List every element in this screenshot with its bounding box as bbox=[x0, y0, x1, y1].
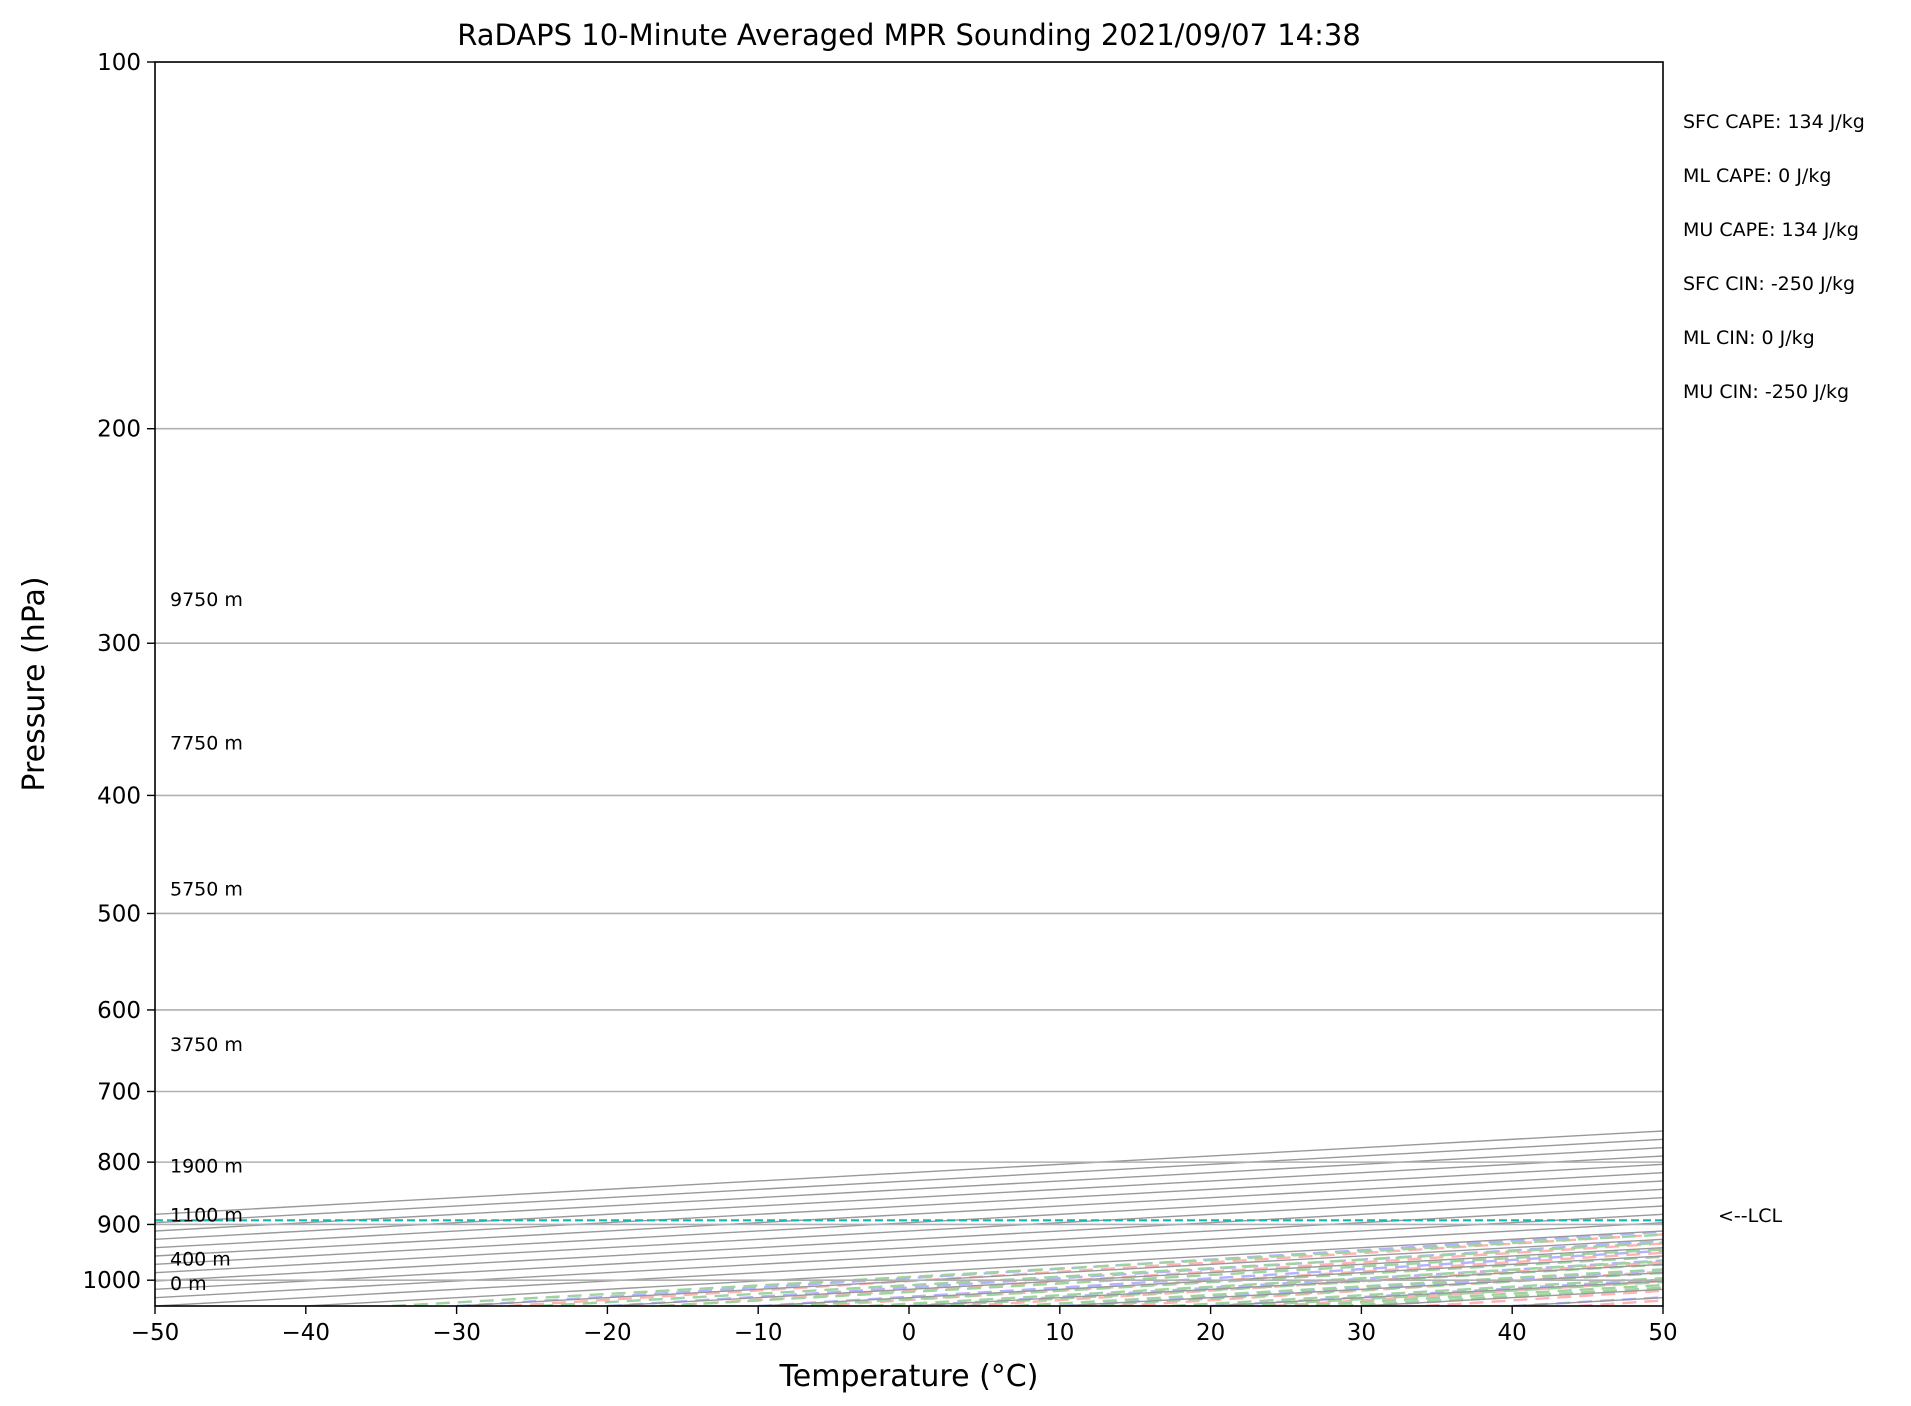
y-tick-label: 100 bbox=[97, 50, 141, 76]
height-label: 400 m bbox=[170, 1249, 231, 1271]
isotherm-line bbox=[155, 1130, 1663, 1216]
x-tick-label: −50 bbox=[131, 1320, 180, 1346]
height-label: 5750 m bbox=[170, 879, 243, 901]
dry-adiabat-line bbox=[1272, 1279, 1663, 1306]
isotherm-line bbox=[1662, 1305, 1663, 1306]
y-axis-ticks: 100 200 300 400 500 600 700 800 900 1000 bbox=[82, 50, 155, 1294]
moist-adiabat-line bbox=[908, 1259, 1663, 1306]
isotherm-line bbox=[155, 1213, 1663, 1299]
y-tick-label: 1000 bbox=[82, 1268, 141, 1294]
stat-mu-cape: MU CAPE: 134 J/kg bbox=[1683, 219, 1859, 241]
dry-adiabat-line bbox=[1731, 62, 1911, 1306]
isotherm-line bbox=[155, 1163, 1663, 1249]
x-tick-label: 30 bbox=[1347, 1320, 1376, 1346]
height-label: 1900 m bbox=[170, 1155, 243, 1177]
isotherm-line bbox=[1059, 1271, 1663, 1306]
y-tick-label: 200 bbox=[97, 417, 141, 443]
isotherm-line bbox=[1210, 1280, 1663, 1306]
dry-adiabat-line bbox=[1578, 1299, 1663, 1306]
mixing-ratio-line bbox=[659, 1248, 1663, 1306]
isotherm-line bbox=[155, 1171, 1663, 1257]
height-label: 9750 m bbox=[170, 589, 243, 611]
stat-ml-cin: ML CIN: 0 J/kg bbox=[1683, 327, 1815, 349]
height-label: 1100 m bbox=[170, 1204, 243, 1226]
mixing-ratio-line bbox=[869, 1260, 1663, 1306]
y-tick-label: 400 bbox=[97, 783, 141, 809]
isotherm-line bbox=[155, 1138, 1663, 1224]
height-label: 3750 m bbox=[170, 1034, 243, 1056]
x-tick-label: −20 bbox=[583, 1320, 632, 1346]
isotherm-line bbox=[155, 1155, 1663, 1241]
dry-adiabat-line bbox=[508, 1233, 1663, 1306]
x-axis-ticks: −50 −40 −30 −20 −10 0 10 20 30 40 50 bbox=[131, 1306, 1678, 1346]
x-tick-label: 20 bbox=[1196, 1320, 1225, 1346]
x-tick-label: −10 bbox=[734, 1320, 783, 1346]
mixing-ratio-line bbox=[391, 1233, 1663, 1306]
stat-sfc-cin: SFC CIN: -250 J/kg bbox=[1683, 273, 1856, 295]
moist-adiabat-line bbox=[1662, 1304, 1663, 1306]
stat-mu-cin: MU CIN: -250 J/kg bbox=[1683, 381, 1850, 403]
x-tick-label: −40 bbox=[282, 1320, 331, 1346]
isotherm-line bbox=[155, 1205, 1663, 1291]
plot-frame bbox=[154, 61, 1664, 1307]
moist-adiabat-line bbox=[1512, 1296, 1663, 1306]
dry-adiabat-line bbox=[1884, 62, 1911, 1306]
y-axis-label: Pressure (hPa) bbox=[17, 576, 52, 791]
y-tick-label: 800 bbox=[97, 1150, 141, 1176]
isotherm-line bbox=[155, 1146, 1663, 1232]
moist-adiabat-line bbox=[1059, 1268, 1663, 1306]
isotherm-line bbox=[305, 1230, 1663, 1306]
dry-adiabat-line bbox=[1119, 1270, 1663, 1306]
moist-adiabat-line bbox=[607, 1239, 1663, 1306]
y-tick-label: 600 bbox=[97, 998, 141, 1024]
isotherm-line bbox=[155, 1188, 1663, 1274]
y-tick-label: 500 bbox=[97, 901, 141, 927]
isotherm-line bbox=[456, 1238, 1663, 1306]
x-tick-label: −30 bbox=[432, 1320, 481, 1346]
stat-sfc-cape: SFC CAPE: 134 J/kg bbox=[1683, 111, 1865, 133]
lcl-label: <--LCL bbox=[1718, 1205, 1783, 1227]
isotherm-line bbox=[1814, 62, 1911, 1306]
x-tick-label: 0 bbox=[902, 1320, 917, 1346]
y-tick-label: 300 bbox=[97, 631, 141, 657]
moist-adiabat-line bbox=[758, 1249, 1663, 1306]
isotherm-line bbox=[758, 1255, 1663, 1306]
y-tick-label: 900 bbox=[97, 1212, 141, 1238]
height-labels: 9750 m 7750 m 5750 m 3750 m 1900 m 1100 m 400 … bbox=[170, 589, 243, 1295]
isotherm-line bbox=[155, 1221, 1663, 1306]
moist-adiabat-line bbox=[1210, 1278, 1663, 1306]
dewpoint-line bbox=[1724, 616, 1911, 1276]
moist-adiabat-line bbox=[1361, 1287, 1663, 1306]
isotherm-line bbox=[1361, 1288, 1663, 1306]
dry-adiabat-line bbox=[660, 1242, 1663, 1306]
height-label: 0 m bbox=[170, 1273, 207, 1295]
moist-adiabat-line bbox=[1814, 62, 1911, 1306]
mixing-ratio-line bbox=[538, 1241, 1663, 1306]
dry-adiabat-line bbox=[966, 1260, 1663, 1306]
isotherm-line bbox=[155, 1196, 1663, 1282]
x-tick-label: 10 bbox=[1045, 1320, 1074, 1346]
isotherm-line bbox=[908, 1263, 1663, 1306]
stat-ml-cape: ML CAPE: 0 J/kg bbox=[1683, 165, 1832, 187]
sounding-lines bbox=[155, 584, 1911, 1277]
dry-adiabat-line bbox=[813, 1251, 1663, 1306]
isotherm-line bbox=[1512, 1296, 1663, 1306]
background-lines bbox=[155, 62, 1911, 1306]
dry-adiabat-line bbox=[1425, 1289, 1663, 1306]
x-axis-label: Temperature (°C) bbox=[779, 1359, 1039, 1394]
isotherm-line bbox=[155, 1180, 1663, 1266]
temperature-line bbox=[1830, 599, 1911, 1276]
chart-title: RaDAPS 10-Minute Averaged MPR Sounding 2… bbox=[457, 18, 1361, 52]
isotherm-line bbox=[607, 1246, 1663, 1306]
x-tick-label: 50 bbox=[1648, 1320, 1677, 1346]
parcel-line bbox=[1828, 584, 1911, 1277]
moist-adiabat-line bbox=[456, 1230, 1663, 1306]
height-label: 7750 m bbox=[170, 733, 243, 755]
x-tick-label: 40 bbox=[1498, 1320, 1527, 1346]
y-tick-label: 700 bbox=[97, 1079, 141, 1105]
